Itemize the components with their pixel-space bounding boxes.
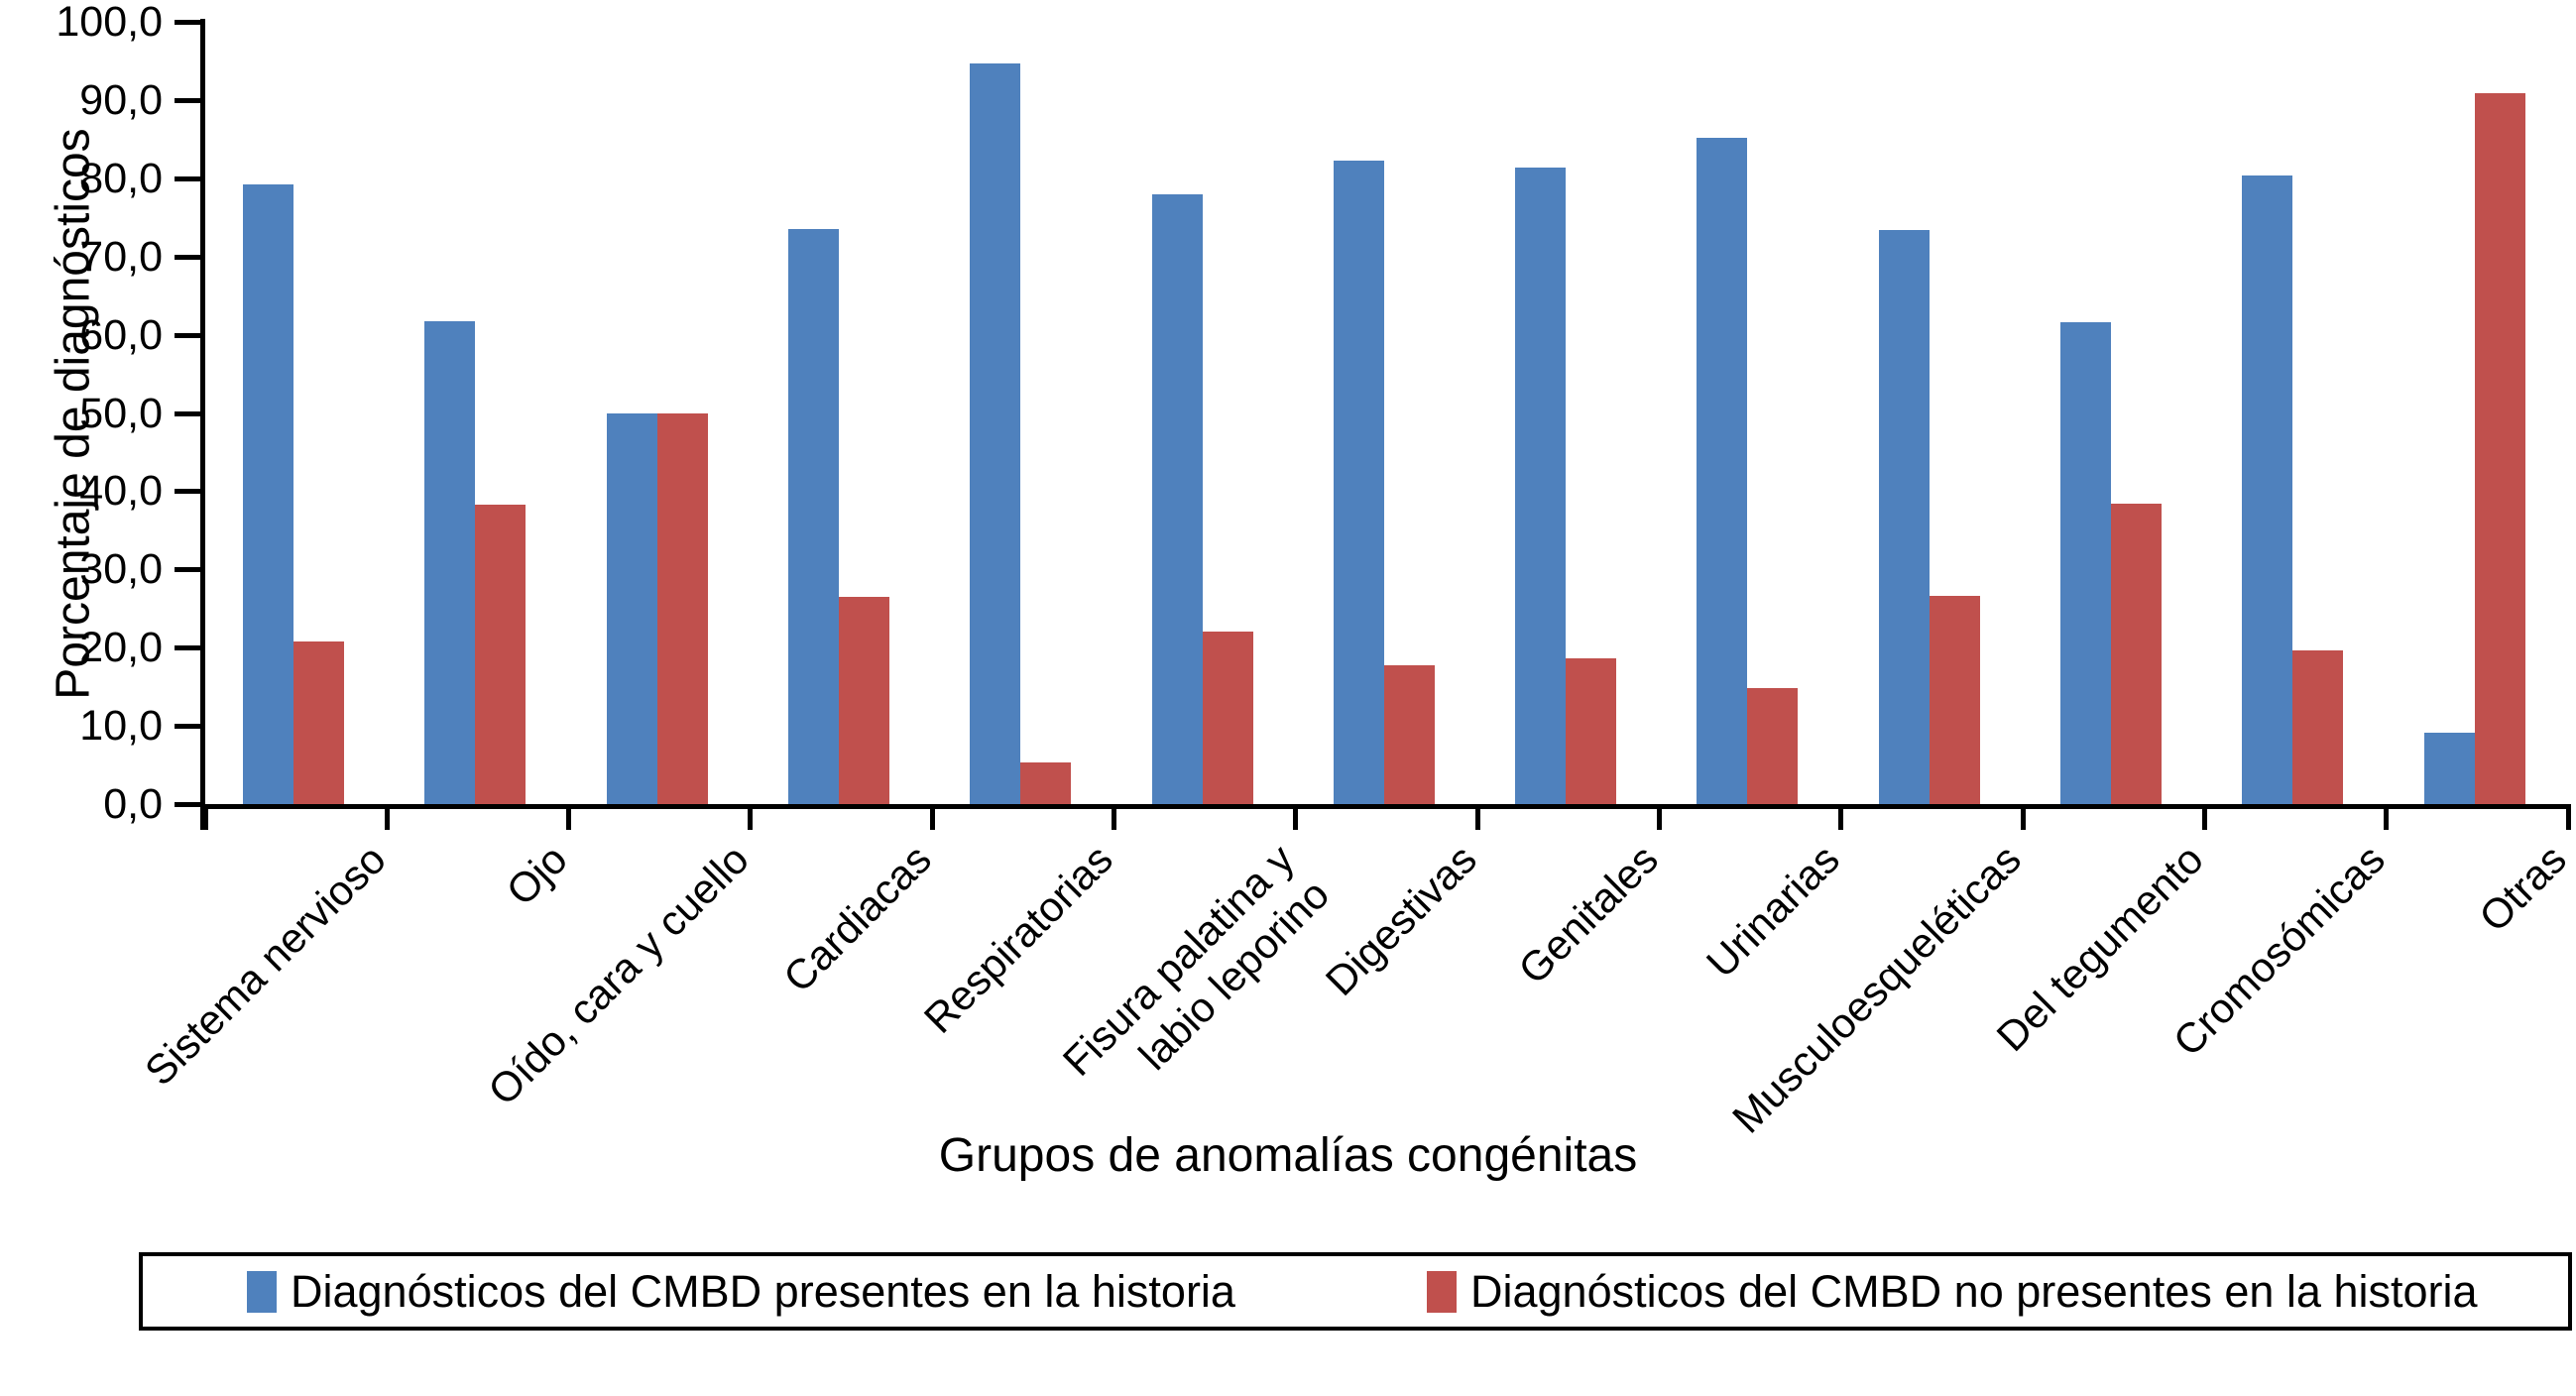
bar <box>1202 631 1253 804</box>
x-axis-line <box>200 804 2568 809</box>
x-tick <box>566 804 572 830</box>
y-tick <box>175 645 200 651</box>
bar <box>1929 596 1980 804</box>
y-tick-label: 40,0 <box>79 467 163 516</box>
legend-item-present: Diagnósticos del CMBD presentes en la hi… <box>247 1256 1235 1327</box>
bar <box>1383 665 1435 804</box>
y-tick-label: 0,0 <box>103 780 163 828</box>
bar <box>2474 92 2525 804</box>
y-tick-label: 100,0 <box>56 0 163 46</box>
legend-label-not-present: Diagnósticos del CMBD no presentes en la… <box>1470 1265 2478 1317</box>
y-tick <box>175 724 200 730</box>
x-tick <box>748 804 754 830</box>
y-tick-label: 60,0 <box>79 310 163 359</box>
bar <box>2292 650 2344 804</box>
x-tick <box>929 804 935 830</box>
x-tick <box>384 804 390 830</box>
bar <box>787 229 839 804</box>
bar <box>606 412 657 804</box>
x-tick <box>2384 804 2390 830</box>
legend-item-not-present: Diagnósticos del CMBD no presentes en la… <box>1427 1256 2478 1327</box>
bar <box>243 184 293 804</box>
x-tick <box>1838 804 1844 830</box>
bar <box>2111 504 2163 804</box>
y-tick-label: 90,0 <box>79 75 163 124</box>
bar <box>838 596 889 804</box>
bar-chart-figure: Porcentaje de diagnósticos 0,0 10,0 20,0 30… <box>48 0 2575 1331</box>
bar <box>2060 321 2112 804</box>
y-tick-label: 70,0 <box>79 232 163 281</box>
bar <box>1878 229 1930 804</box>
bar <box>293 640 344 804</box>
bar <box>1333 160 1384 804</box>
bar <box>970 62 1021 804</box>
y-tick <box>175 254 200 260</box>
legend-swatch-blue <box>247 1270 277 1313</box>
bar <box>1151 194 1203 804</box>
legend-label-present: Diagnósticos del CMBD presentes en la hi… <box>291 1265 1235 1317</box>
y-tick <box>175 802 200 807</box>
y-tick <box>175 175 200 181</box>
y-tick <box>175 489 200 495</box>
x-tick <box>2565 804 2571 830</box>
legend-swatch-red <box>1427 1270 1457 1313</box>
x-tick <box>1112 804 1117 830</box>
x-tick <box>1293 804 1299 830</box>
y-tick <box>175 567 200 573</box>
x-tick <box>1656 804 1662 830</box>
x-tick <box>202 804 208 830</box>
y-tick <box>175 97 200 103</box>
bar <box>475 504 527 804</box>
bar <box>1020 762 1072 804</box>
bar <box>656 412 708 804</box>
x-tick <box>2201 804 2207 830</box>
bar <box>1697 137 1748 804</box>
y-tick-label: 50,0 <box>79 389 163 437</box>
y-tick <box>175 20 200 25</box>
bar <box>1566 658 1617 804</box>
x-axis-title: Grupos de anomalías congénitas <box>938 1129 1638 1182</box>
bar <box>2242 174 2293 804</box>
bar <box>1515 167 1567 804</box>
y-tick <box>175 332 200 338</box>
y-tick-label: 10,0 <box>79 702 163 751</box>
x-tick <box>1474 804 1480 830</box>
x-tick <box>2020 804 2026 830</box>
bar <box>424 321 476 804</box>
y-axis-line <box>200 19 205 830</box>
legend-box: Diagnósticos del CMBD presentes en la hi… <box>139 1252 2572 1331</box>
bar <box>1747 688 1799 804</box>
y-tick-label: 20,0 <box>79 624 163 672</box>
bar <box>2423 733 2475 804</box>
y-tick-label: 80,0 <box>79 154 163 202</box>
y-tick-label: 30,0 <box>79 545 163 594</box>
y-tick <box>175 410 200 416</box>
